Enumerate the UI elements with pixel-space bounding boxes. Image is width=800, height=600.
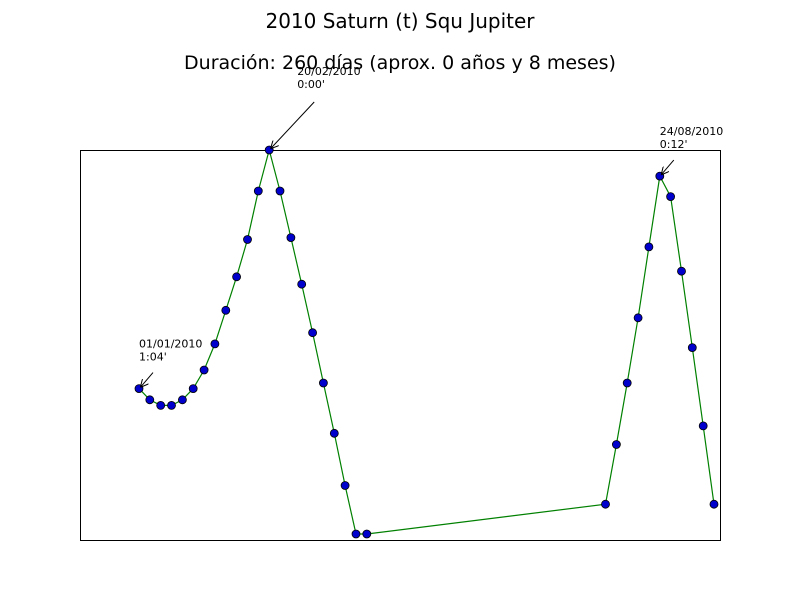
data-point [210,339,220,349]
data-point [666,192,675,202]
annotation-value: 0:12' [660,138,688,151]
data-point [199,365,209,375]
data-point [188,384,198,394]
data-point [633,313,643,323]
data-point [329,428,339,438]
data-point [156,400,166,410]
annotation-arrow [271,101,315,148]
data-point [677,266,686,276]
data-point [221,305,231,315]
data-point [308,328,318,338]
annotation-arrow [662,159,675,174]
data-point [145,395,155,405]
data-point [622,378,632,388]
annotation-date: 24/08/2010 [660,125,723,138]
annotation-date: 01/01/2010 [139,338,202,351]
data-point [167,400,176,410]
data-point [687,343,697,353]
data-point [351,529,361,539]
annotation-date: 20/02/2010 [297,65,360,78]
plot-area-frame [80,150,721,541]
chart-title: 2010 Saturn (t) Squ Jupiter [265,9,535,33]
data-point [612,440,621,449]
data-point [698,421,708,431]
data-point [177,395,187,405]
data-point [362,529,372,539]
data-point [243,235,252,244]
data-point [286,233,296,243]
data-point [601,499,610,509]
series-layer [134,145,719,539]
annotation-arrow [141,372,154,387]
data-point [644,242,654,252]
data-point [275,186,285,196]
data-point [340,481,350,490]
data-point [318,378,328,388]
chart-subtitle: Duración: 260 días (aprox. 0 años y 8 me… [184,52,616,74]
data-point [297,279,307,289]
data-point [709,499,719,509]
annotation-value: 0:00' [297,78,325,91]
data-point [253,186,263,196]
data-point [232,272,242,282]
annotation-value: 1:04' [139,351,167,364]
